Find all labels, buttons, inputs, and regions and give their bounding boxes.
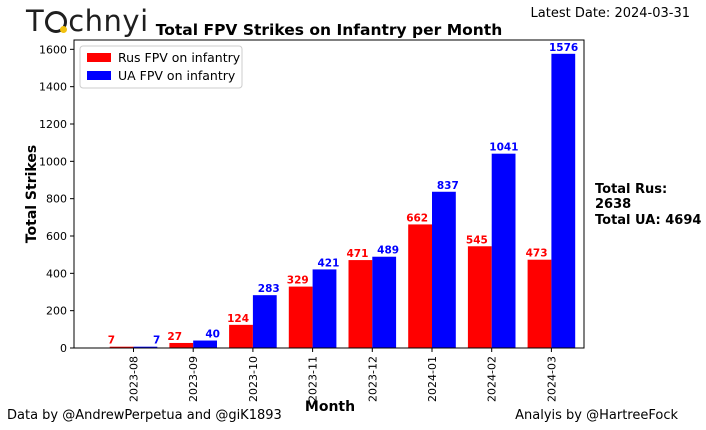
y-tick-label: 0 xyxy=(60,342,67,355)
bar-label-rus-2024-03: 473 xyxy=(526,248,548,260)
y-tick-label: 800 xyxy=(46,193,67,206)
legend-label-ua: UA FPV on infantry xyxy=(118,68,236,83)
legend-swatch-ua xyxy=(87,71,111,80)
data-credit: Data by @AndrewPerpetua and @giK1893 xyxy=(7,408,282,423)
logo-ring-icon xyxy=(45,11,68,33)
bar-rus-2023-08 xyxy=(109,346,134,348)
x-tick-label-2023-09: 2023-09 xyxy=(187,356,200,402)
y-tick-label: 1200 xyxy=(39,118,67,131)
bar-rus-2023-12 xyxy=(348,260,373,348)
bar-rus-2023-11 xyxy=(288,286,313,348)
bar-label-ua-2023-09: 40 xyxy=(205,329,220,341)
bar-label-ua-2024-01: 837 xyxy=(437,180,459,192)
bar-ua-2023-11 xyxy=(312,269,337,348)
bar-label-rus-2024-02: 545 xyxy=(466,234,488,246)
bar-rus-2023-10 xyxy=(229,324,253,348)
bar-label-ua-2023-12: 489 xyxy=(377,245,399,257)
y-tick-label: 400 xyxy=(46,267,67,280)
y-tick-label: 1000 xyxy=(39,155,67,168)
bar-ua-2023-12 xyxy=(372,256,397,348)
bar-label-rus-2023-12: 471 xyxy=(347,248,369,260)
bar-ua-2024-01 xyxy=(432,191,456,348)
y-axis-label: Total Strikes xyxy=(24,145,40,243)
x-tick-label-2024-03: 2024-03 xyxy=(545,356,558,402)
y-tick-label: 1600 xyxy=(39,43,67,56)
y-tick-label: 1400 xyxy=(39,81,67,94)
bar-rus-2024-03 xyxy=(527,259,552,348)
bar-ua-2023-09 xyxy=(193,340,217,348)
legend-swatch-rus xyxy=(87,53,111,62)
bar-ua-2023-08 xyxy=(133,346,158,348)
legend-box xyxy=(79,45,243,89)
x-tick-label-2023-12: 2023-12 xyxy=(366,356,379,402)
bar-label-ua-2024-03: 1576 xyxy=(549,42,578,54)
total-ua: Total UA: 4694 xyxy=(595,213,702,228)
bar-ua-2024-02 xyxy=(491,153,516,348)
latest-date: Latest Date: 2024-03-31 xyxy=(530,6,690,21)
bar-label-ua-2023-08: 7 xyxy=(153,335,160,347)
x-axis-label: Month xyxy=(305,399,355,415)
y-tick-label: 200 xyxy=(46,305,67,318)
bar-label-rus-2023-09: 27 xyxy=(167,331,182,343)
bar-rus-2024-01 xyxy=(408,224,432,348)
bar-rus-2023-09 xyxy=(169,342,194,348)
bar-label-ua-2024-02: 1041 xyxy=(489,142,518,154)
bar-label-rus-2024-01: 662 xyxy=(406,212,428,224)
bar-label-ua-2023-10: 283 xyxy=(258,283,280,295)
bar-label-rus-2023-08: 7 xyxy=(108,335,115,347)
bar-ua-2023-10 xyxy=(252,295,277,348)
plot-frame xyxy=(73,39,585,349)
legend-label-rus: Rus FPV on infantry xyxy=(118,50,241,65)
x-tick-label-2023-10: 2023-10 xyxy=(247,356,260,402)
bar-ua-2024-03 xyxy=(551,53,576,349)
bar-label-ua-2023-11: 421 xyxy=(317,257,339,269)
bar-label-rus-2023-11: 329 xyxy=(287,275,309,287)
x-tick-label-2024-01: 2024-01 xyxy=(426,356,439,402)
total-rus: Total Rus: 2638 xyxy=(595,182,668,212)
x-tick-label-2024-02: 2024-02 xyxy=(486,356,499,402)
y-tick-label: 600 xyxy=(46,230,67,243)
bar-rus-2024-02 xyxy=(467,246,492,348)
chart-title: Total FPV Strikes on Infantry per Month xyxy=(156,21,503,39)
x-tick-label-2023-11: 2023-11 xyxy=(307,356,320,402)
x-tick-label-2023-08: 2023-08 xyxy=(128,356,141,402)
analysis-credit: Analyis by @HartreeFock xyxy=(515,408,678,423)
bar-label-rus-2023-10: 124 xyxy=(227,313,249,325)
